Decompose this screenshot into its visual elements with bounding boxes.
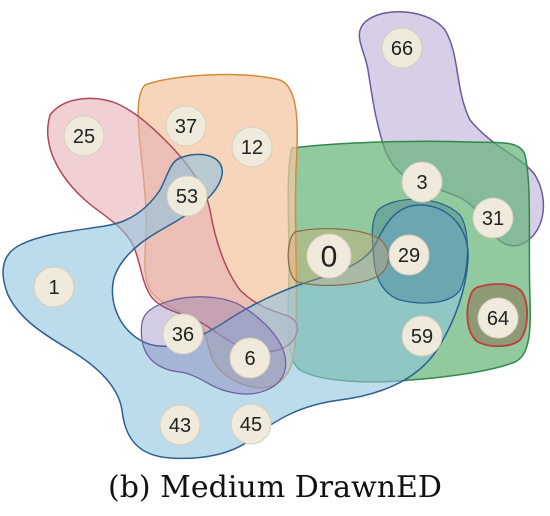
node-label: 59	[411, 326, 433, 348]
node-circle	[166, 175, 208, 217]
node-label: 43	[169, 415, 191, 437]
figure-caption: (b) Medium DrawnED	[108, 470, 442, 505]
node-circle	[165, 105, 207, 147]
node-43: 43	[159, 404, 201, 446]
node-25: 25	[63, 115, 105, 157]
node-label: 45	[240, 414, 262, 436]
node-37: 37	[165, 105, 207, 147]
node-label: 29	[398, 245, 420, 267]
node-circle	[401, 315, 443, 357]
node-31: 31	[472, 197, 514, 239]
node-label: 3	[416, 172, 427, 194]
node-circle	[401, 161, 443, 203]
node-45: 45	[230, 403, 272, 445]
node-6: 6	[229, 337, 271, 379]
node-1: 1	[33, 266, 75, 308]
node-circle	[229, 337, 271, 379]
node-0: 0	[306, 233, 352, 279]
node-label: 53	[176, 186, 198, 208]
node-circle	[162, 313, 204, 355]
node-circle	[477, 297, 519, 339]
node-circle	[388, 234, 430, 276]
node-circle	[381, 27, 423, 69]
node-label: 66	[391, 38, 413, 60]
node-circle	[306, 233, 352, 279]
node-label: 36	[172, 324, 194, 346]
node-label: 31	[482, 208, 504, 230]
node-label: 0	[321, 241, 338, 274]
node-label: 1	[48, 277, 59, 299]
node-53: 53	[166, 175, 208, 217]
node-12: 12	[231, 126, 273, 168]
nodes-layer: 66 25 37 12 53 3 31 0 29 1 36 64 59 6 43 45	[33, 27, 519, 446]
node-36: 36	[162, 313, 204, 355]
node-label: 6	[244, 348, 255, 370]
node-label: 25	[73, 126, 95, 148]
node-circle	[472, 197, 514, 239]
node-label: 64	[487, 308, 509, 330]
set-diagram: 66 25 37 12 53 3 31 0 29 1 36 64 59 6 43 45	[2, 10, 545, 460]
node-circle	[159, 404, 201, 446]
node-circle	[230, 403, 272, 445]
node-circle	[33, 266, 75, 308]
node-66: 66	[381, 27, 423, 69]
node-circle	[231, 126, 273, 168]
node-label: 12	[241, 137, 263, 159]
node-circle	[63, 115, 105, 157]
node-label: 37	[175, 116, 197, 138]
node-64: 64	[477, 297, 519, 339]
node-59: 59	[401, 315, 443, 357]
node-3: 3	[401, 161, 443, 203]
node-29: 29	[388, 234, 430, 276]
